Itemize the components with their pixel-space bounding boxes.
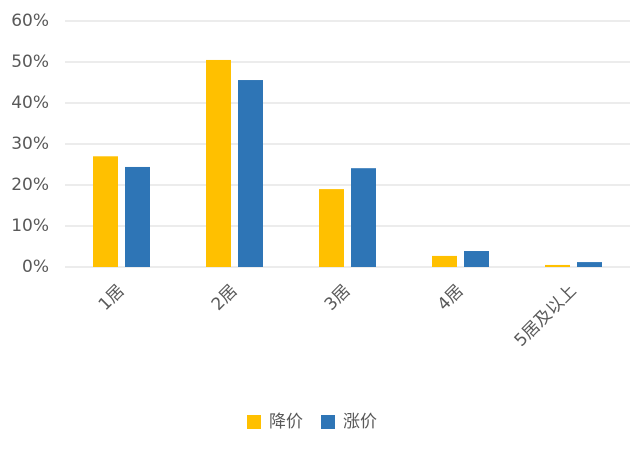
y-tick-label: 30% xyxy=(11,134,49,154)
x-tick-label: 2居 xyxy=(208,281,242,315)
bar xyxy=(319,189,344,267)
bar xyxy=(125,166,150,267)
legend-swatch xyxy=(321,415,335,429)
x-tick-label: 3居 xyxy=(321,281,355,315)
bar xyxy=(432,255,457,267)
y-tick-label: 60% xyxy=(11,11,49,31)
bar xyxy=(577,262,602,267)
x-tick-label: 4居 xyxy=(434,281,468,315)
y-tick-label: 40% xyxy=(11,93,49,113)
legend-label: 涨价 xyxy=(343,412,377,432)
bar xyxy=(545,264,570,267)
bar xyxy=(93,156,118,267)
bar xyxy=(206,59,231,268)
y-tick-label: 20% xyxy=(11,175,49,195)
x-tick-label: 1居 xyxy=(95,281,129,315)
y-tick-label: 0% xyxy=(22,257,49,277)
y-tick-label: 10% xyxy=(11,216,49,236)
legend-swatch xyxy=(247,415,261,429)
bar xyxy=(464,251,489,267)
legend-label: 降价 xyxy=(269,412,303,432)
x-tick-label: 5居及以上 xyxy=(511,281,581,351)
y-tick-label: 50% xyxy=(11,52,49,72)
bar xyxy=(238,80,263,267)
bar xyxy=(351,168,376,267)
